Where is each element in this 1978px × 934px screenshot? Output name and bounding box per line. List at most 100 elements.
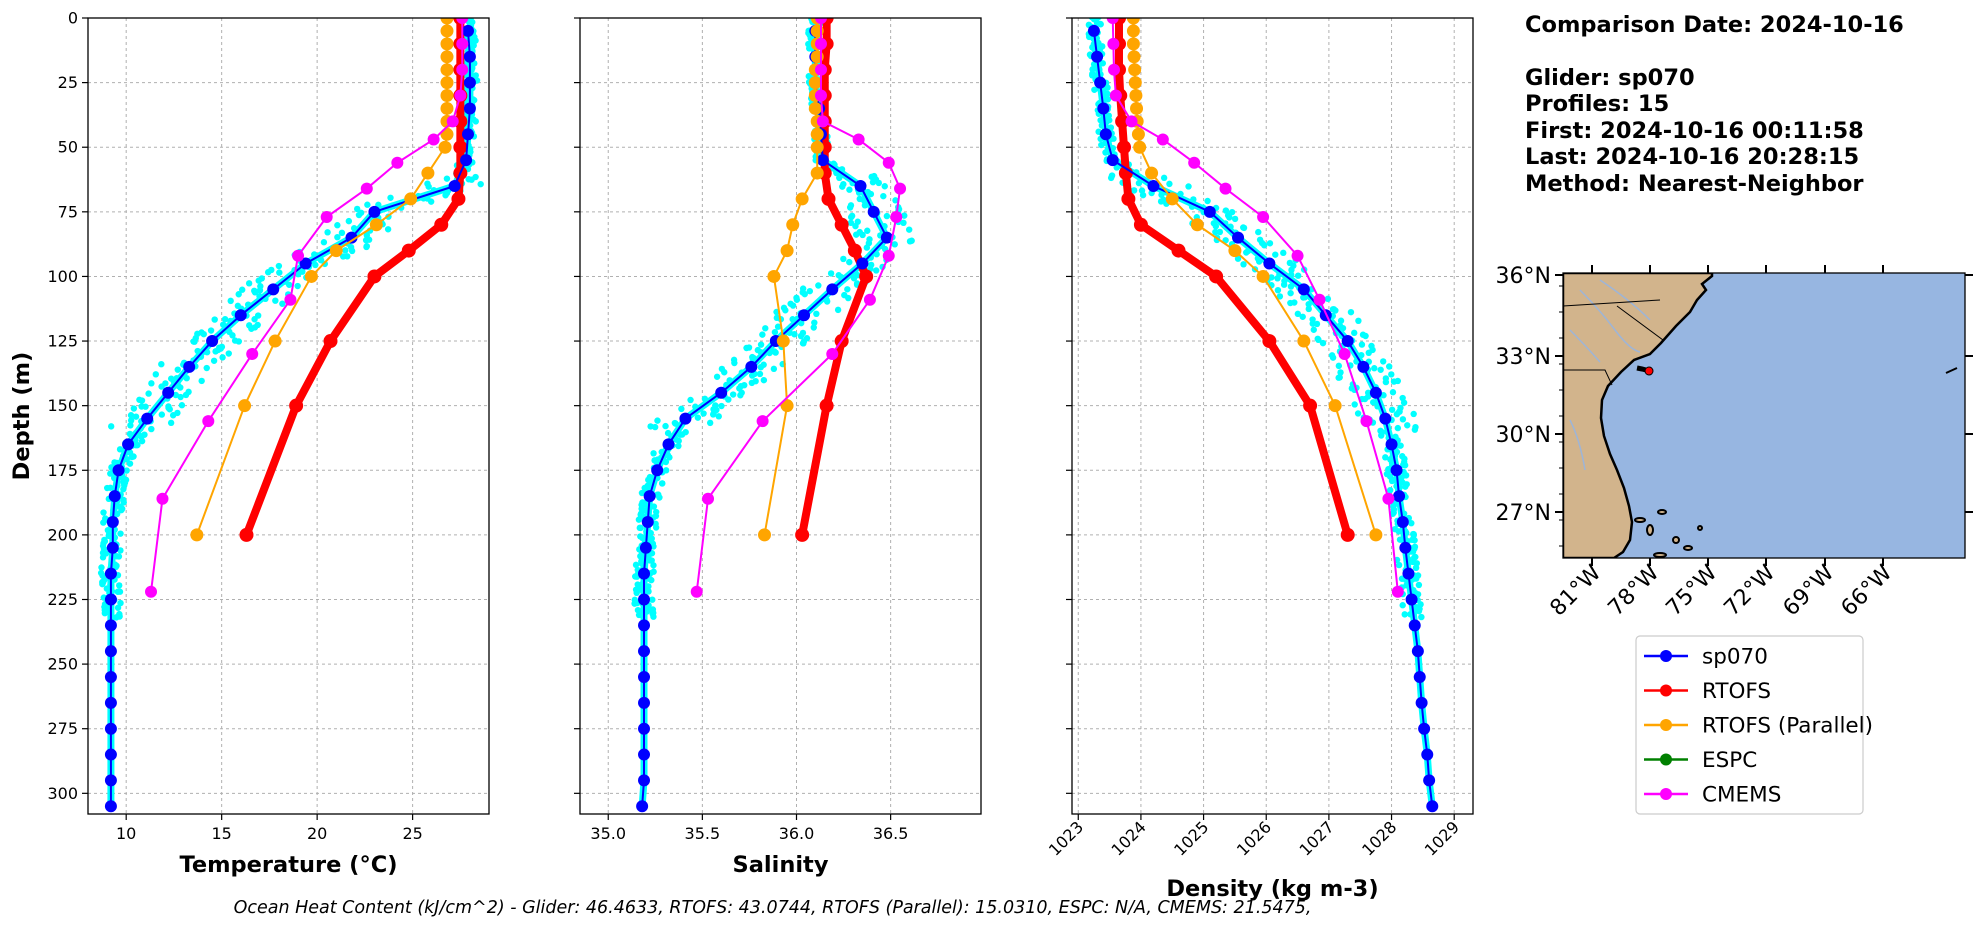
- series-point: [867, 205, 880, 218]
- glider-raw-point: [120, 486, 127, 493]
- glider-raw-point: [229, 332, 236, 339]
- glider-raw-point: [687, 396, 694, 404]
- x-axis-label: Density (kg m-3): [1166, 876, 1378, 902]
- series-point: [401, 243, 416, 258]
- y-tick-label: 275: [47, 719, 78, 738]
- glider-raw-point: [107, 423, 115, 430]
- series-point: [1418, 722, 1431, 735]
- series-point: [1379, 412, 1392, 425]
- series-point: [826, 347, 839, 360]
- lon-label: 66°W: [1837, 560, 1898, 621]
- series-point: [1413, 671, 1426, 684]
- series-point: [810, 166, 824, 180]
- glider-raw-point: [1294, 310, 1302, 318]
- glider-raw-point: [103, 484, 111, 492]
- glider-raw-point: [1397, 442, 1404, 449]
- island: [1634, 517, 1646, 523]
- glider-raw-point: [1130, 187, 1138, 194]
- series-point: [1107, 37, 1120, 50]
- series-point: [1126, 18, 1140, 25]
- glider-raw-point: [682, 428, 689, 436]
- legend-label: ESPC: [1702, 748, 1757, 773]
- series-point: [745, 360, 758, 373]
- glider-raw-point: [713, 373, 721, 380]
- glider-raw-point: [1391, 525, 1399, 533]
- series-point: [246, 347, 259, 360]
- state-border: [1616, 305, 1664, 341]
- series-point: [1097, 102, 1110, 115]
- glider-raw-point: [800, 340, 807, 347]
- series-point: [1297, 334, 1311, 348]
- series-point: [202, 415, 215, 428]
- series-cmems: [145, 18, 469, 598]
- glider-raw-point: [801, 290, 808, 298]
- glider-raw-point: [272, 297, 279, 304]
- legend-marker: [1660, 753, 1672, 766]
- glider-raw-point: [791, 331, 798, 338]
- glider-raw-point: [748, 372, 756, 379]
- series-point: [141, 412, 154, 425]
- glider-raw-point: [772, 349, 779, 356]
- series-point: [440, 101, 454, 115]
- glider-raw-point: [276, 269, 283, 276]
- x-tick-label: 1023: [1045, 817, 1087, 859]
- x-tick-label: 25: [402, 824, 422, 843]
- glider-raw-point: [142, 403, 149, 410]
- profile-count: Profiles: 15: [1525, 91, 1670, 117]
- series-point: [1382, 492, 1395, 505]
- x-tick-label: 35.0: [590, 824, 626, 843]
- glider-raw-point: [115, 553, 123, 560]
- glider-raw-point: [477, 180, 484, 188]
- glider-raw-point: [1408, 519, 1415, 527]
- glider-raw-point: [845, 294, 852, 302]
- glider-raw-point: [235, 291, 242, 298]
- glider-raw-point: [634, 606, 642, 614]
- glider-raw-point: [169, 412, 177, 419]
- lon-label: 75°W: [1662, 560, 1723, 621]
- x-tick-label: 1026: [1233, 817, 1275, 859]
- grid: [88, 17, 489, 814]
- glider-raw-point: [1329, 306, 1337, 313]
- glider-raw-point: [1390, 503, 1397, 510]
- series-point: [454, 89, 467, 102]
- glider-raw-point: [1351, 329, 1358, 337]
- y-tick-label: 100: [47, 267, 78, 286]
- glider-raw-point: [1319, 339, 1327, 347]
- glider-raw-point: [757, 341, 765, 348]
- glider-raw-point: [1409, 548, 1417, 555]
- series-point: [112, 464, 125, 477]
- glider-raw-point: [827, 270, 835, 277]
- glider-raw-point: [869, 178, 877, 186]
- series-point: [1106, 154, 1119, 167]
- glider-raw-point: [1104, 96, 1112, 103]
- series-point: [440, 50, 454, 64]
- series-point: [463, 76, 476, 89]
- glider-raw-point: [1389, 389, 1397, 396]
- glider-raw-point: [1288, 266, 1295, 274]
- glider-raw-point: [158, 360, 165, 368]
- series-point: [1165, 192, 1179, 206]
- series-cmems: [1106, 18, 1404, 598]
- glider-raw-point: [119, 474, 127, 481]
- series-point: [106, 515, 119, 528]
- y-tick-label: 0: [68, 9, 78, 28]
- series-point: [1263, 257, 1276, 270]
- glider-raw-point: [844, 286, 851, 293]
- glider-raw-point: [334, 222, 341, 229]
- series-point: [367, 269, 382, 284]
- glider-raw-point: [1335, 362, 1343, 370]
- series-point: [810, 127, 824, 141]
- glider-raw-point: [256, 287, 264, 294]
- series-point: [636, 800, 649, 813]
- series-point: [1232, 231, 1245, 244]
- series-point: [880, 231, 893, 244]
- legend-label: RTOFS (Parallel): [1702, 714, 1873, 739]
- glider-raw-point: [138, 433, 145, 440]
- glider-raw-point: [207, 327, 215, 334]
- first-time: First: 2024-10-16 00:11:58: [1525, 117, 1864, 144]
- series-point: [1369, 528, 1383, 542]
- glider-raw-point: [709, 411, 717, 418]
- glider-raw-point: [1377, 427, 1384, 435]
- series-point: [1405, 593, 1418, 606]
- glider-raw-point: [172, 391, 179, 399]
